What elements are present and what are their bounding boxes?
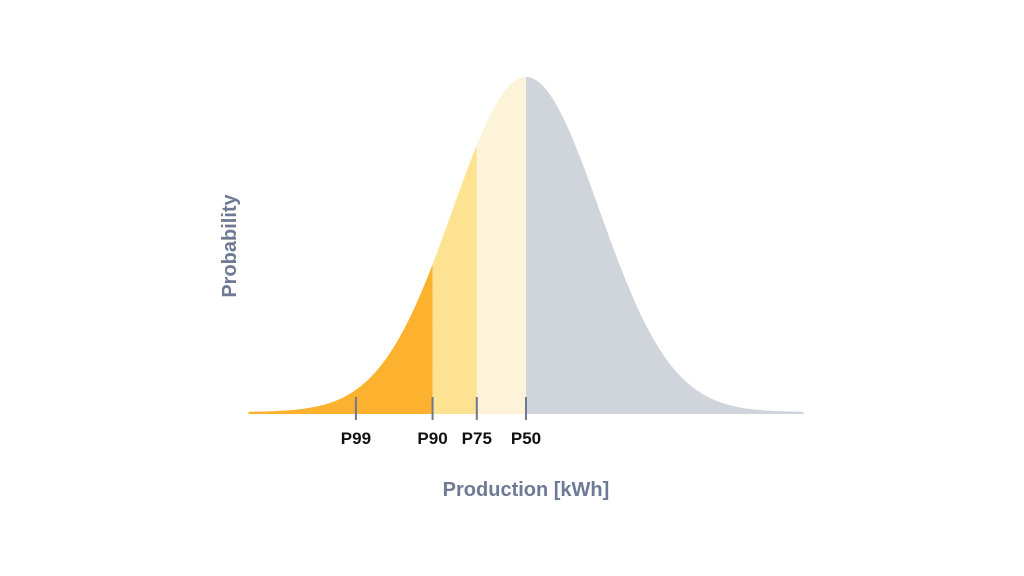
region-p75-p50 (476, 77, 526, 414)
tick-label-p50: P50 (511, 429, 541, 448)
percentile-ticks (354, 397, 527, 420)
region-below-p90 (248, 264, 433, 414)
region-above-p50 (526, 77, 804, 414)
tick-label-p90: P90 (417, 429, 447, 448)
tick-label-p99: P99 (341, 429, 371, 448)
x-axis-label: Production [kWh] (443, 479, 610, 501)
percentile-labels: P99 P90 P75 P50 (341, 429, 541, 448)
tick-label-p75: P75 (462, 429, 492, 448)
y-axis-label: Probability (219, 193, 241, 297)
region-p90-p75 (432, 145, 477, 414)
curve-regions (248, 77, 804, 414)
